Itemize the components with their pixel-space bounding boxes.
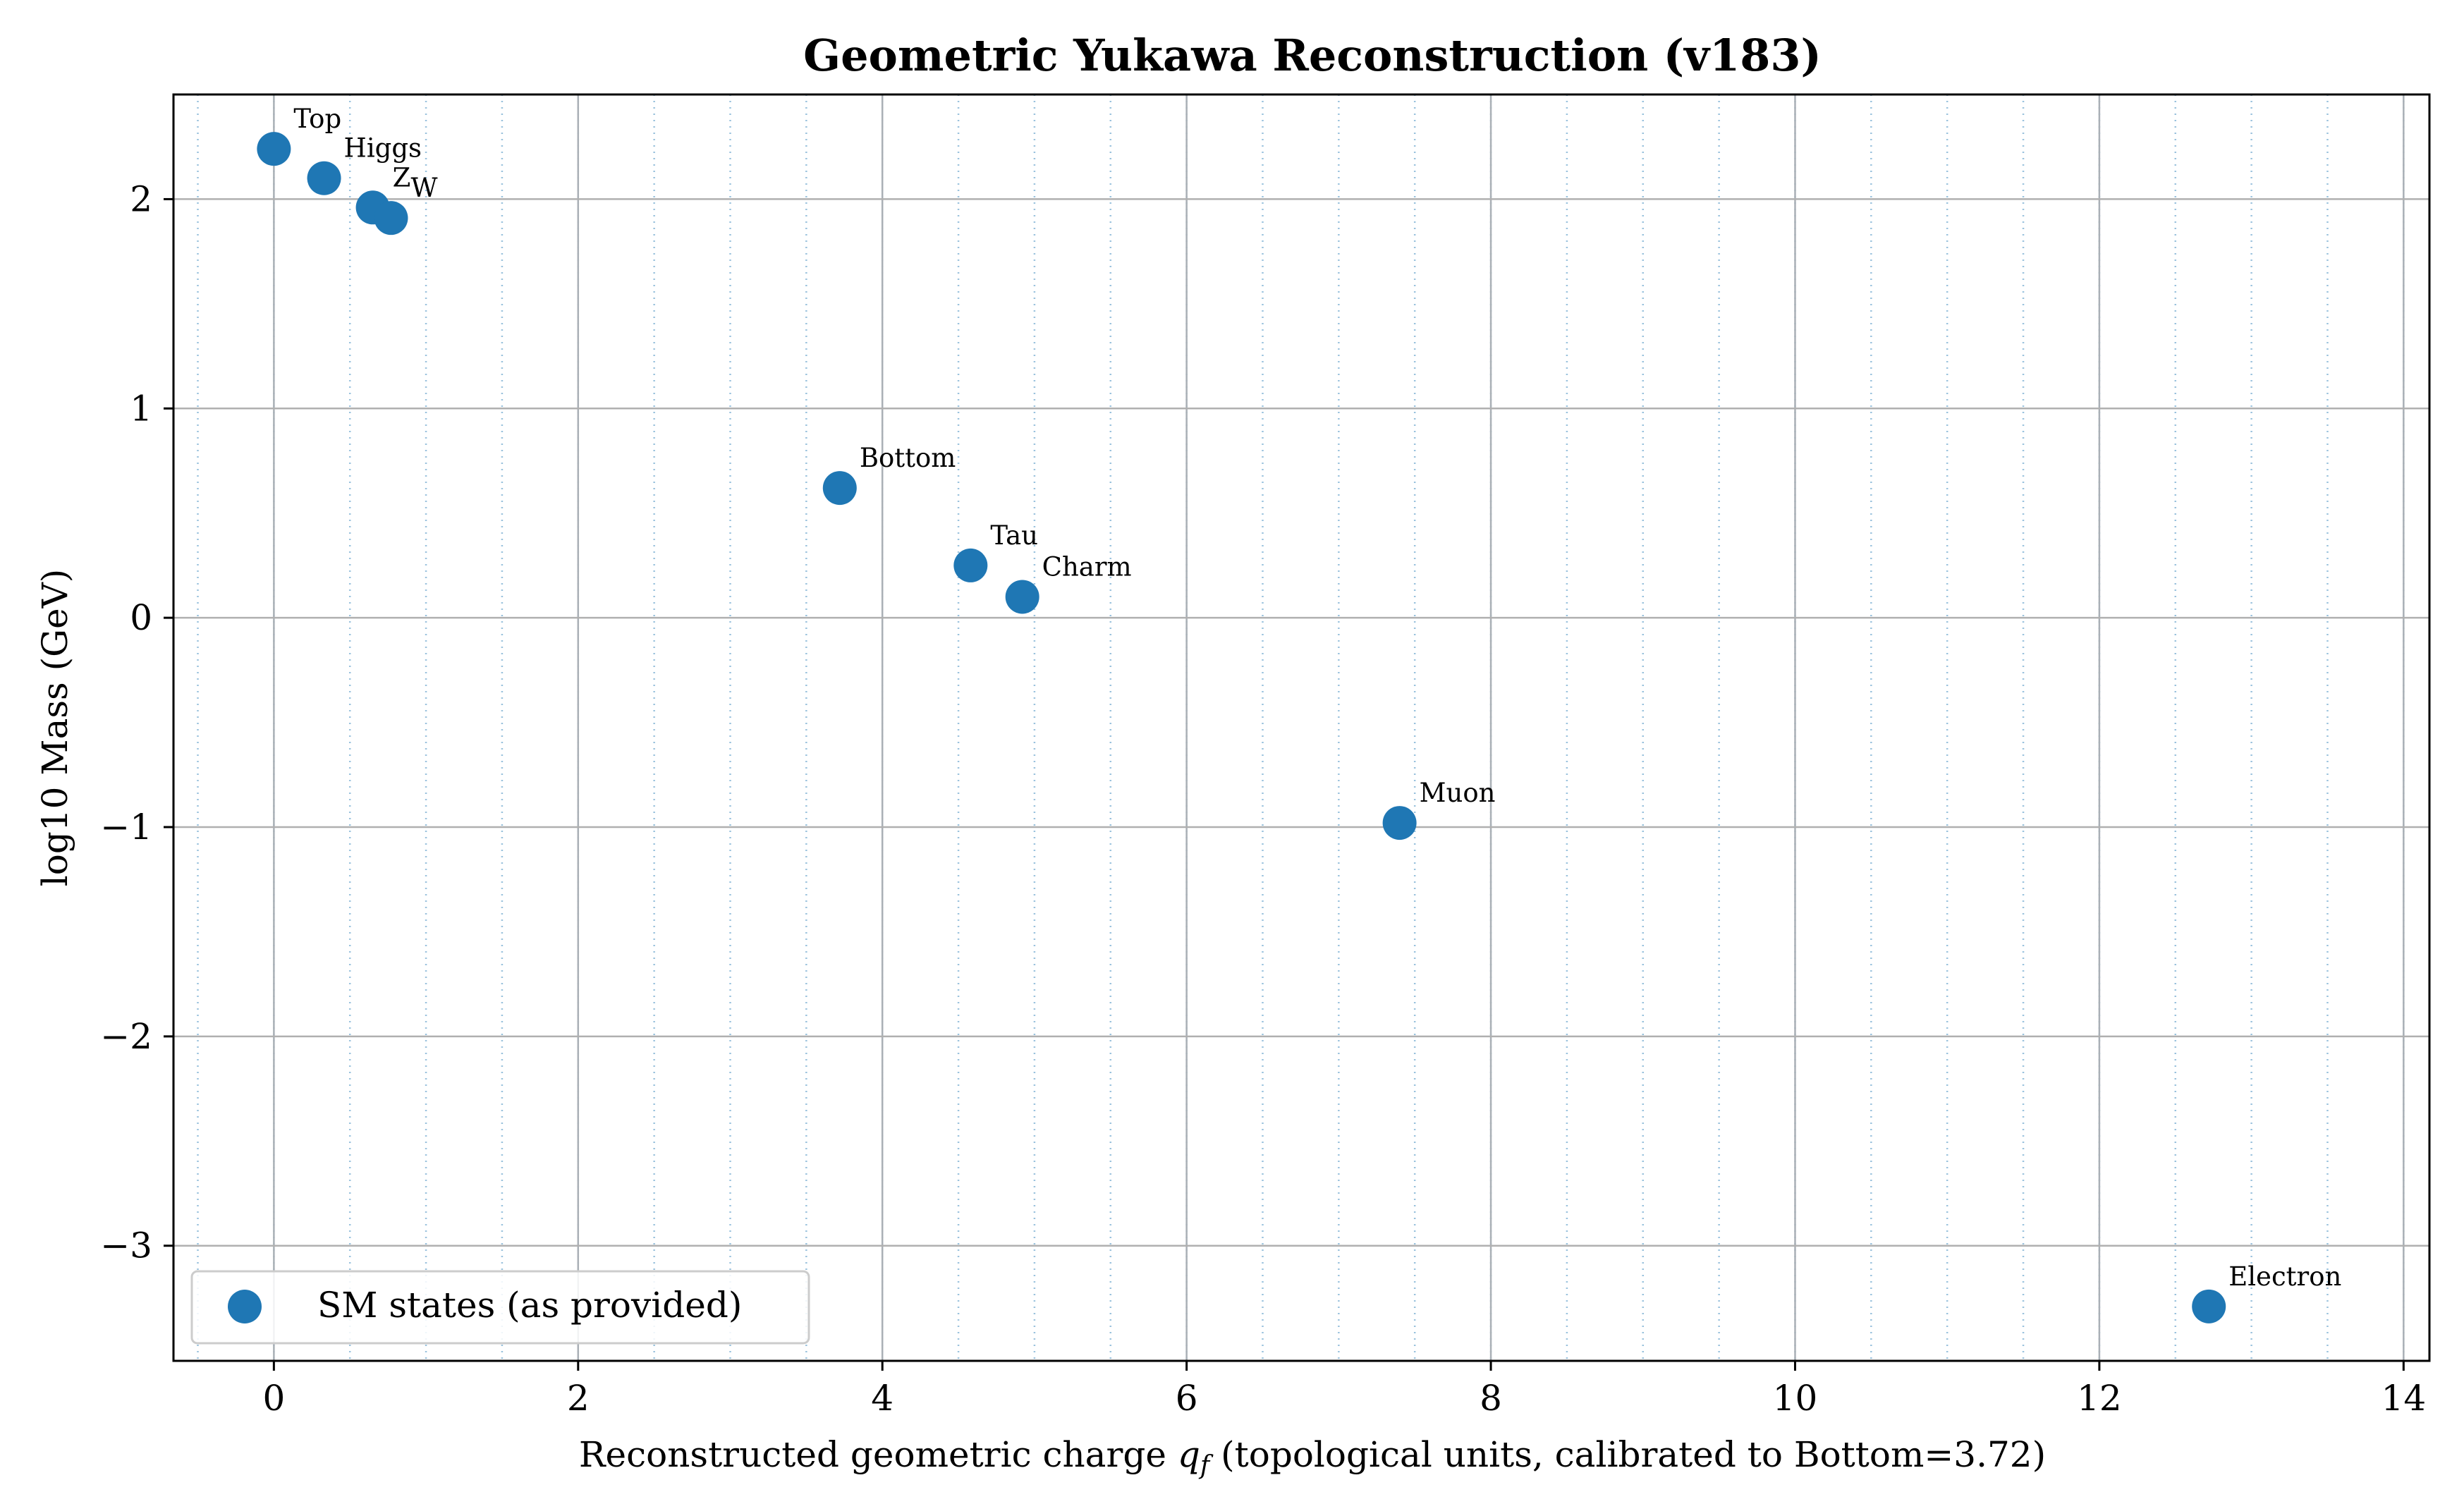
data-point-bottom [822, 471, 857, 506]
x-tick-label: 0 [262, 1378, 285, 1419]
data-point-top [257, 132, 291, 166]
y-tick-label: −1 [100, 807, 152, 848]
x-tick-label: 8 [1480, 1378, 1502, 1419]
point-label-bottom: Bottom [860, 443, 956, 473]
legend: SM states (as provided) [190, 1270, 810, 1345]
y-axis-label: log10 Mass (GeV) [35, 569, 75, 887]
plot-frame [172, 93, 2431, 1362]
point-label-w: W [410, 173, 437, 203]
y-tick-label: −2 [100, 1016, 152, 1057]
x-axis-label: Reconstructed geometric charge qf (topol… [579, 1434, 2046, 1480]
legend-marker [228, 1290, 262, 1323]
x-tick-label: 12 [2077, 1378, 2122, 1419]
x-tick-label: 14 [2381, 1378, 2427, 1419]
x-tick-label: 10 [1773, 1378, 1818, 1419]
x-tick-label: 6 [1176, 1378, 1198, 1419]
y-tick-label: −3 [100, 1225, 152, 1266]
y-tick-label: 0 [130, 597, 152, 638]
point-label-z: Z [393, 162, 411, 192]
data-point-higgs [307, 161, 341, 195]
x-tick-label: 2 [567, 1378, 590, 1419]
data-point-tau [953, 548, 988, 582]
data-point-charm [1005, 580, 1039, 614]
point-label-muon: Muon [1420, 778, 1496, 808]
y-axis-ticks: −3 −2 −1 0 1 2 [100, 178, 173, 1266]
point-label-charm: Charm [1042, 551, 1132, 582]
point-label-higgs: Higgs [344, 133, 422, 164]
data-point-electron [2192, 1289, 2226, 1323]
legend-box [190, 1270, 810, 1345]
major-gridlines [173, 94, 2429, 1361]
data-point-muon [1382, 806, 1417, 840]
data-points [257, 132, 2226, 1323]
point-label-tau: Tau [990, 520, 1038, 551]
y-tick-label: 2 [130, 178, 152, 219]
x-tick-label: 4 [871, 1378, 893, 1419]
data-point-w [374, 201, 408, 236]
point-label-electron: Electron [2228, 1261, 2341, 1292]
chart-title: Geometric Yukawa Reconstruction (v183) [803, 30, 1822, 81]
legend-entry-label: SM states (as provided) [317, 1285, 742, 1326]
x-axis-ticks: 0 2 4 6 8 10 12 14 [262, 1361, 2426, 1419]
y-tick-label: 1 [130, 388, 152, 429]
point-label-top: Top [293, 104, 341, 134]
